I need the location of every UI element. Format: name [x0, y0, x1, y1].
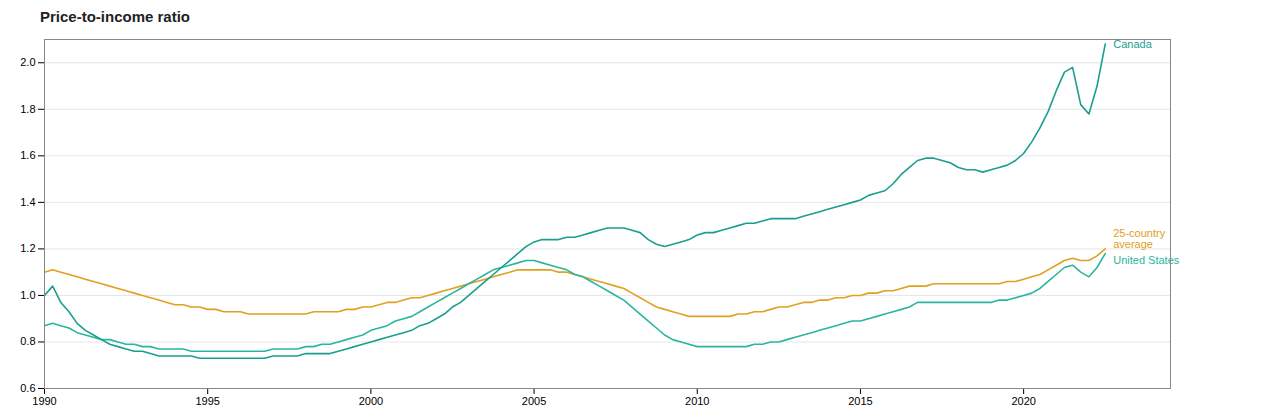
svg-text:1.0: 1.0 [20, 289, 35, 301]
html-text:Price-to-income ratio: Price-to-income ratio [40, 8, 190, 25]
svg-text:1.8: 1.8 [20, 103, 35, 115]
svg-text:2010: 2010 [685, 395, 709, 407]
svg-text:1.6: 1.6 [20, 149, 35, 161]
svg-text:United States: United States [1113, 254, 1180, 266]
svg-text:0.6: 0.6 [20, 382, 35, 394]
svg-text:2000: 2000 [359, 395, 383, 407]
svg-text:2020: 2020 [1011, 395, 1035, 407]
svg-text:25-countryaverage: 25-countryaverage [1113, 227, 1165, 250]
svg-text:2005: 2005 [522, 395, 546, 407]
svg-text:1.2: 1.2 [20, 242, 35, 254]
svg-text:2.0: 2.0 [20, 56, 35, 68]
svg-text:0.8: 0.8 [20, 335, 35, 347]
svg-text:1990: 1990 [32, 395, 56, 407]
svg-text:Canada: Canada [1113, 37, 1152, 50]
svg-text:1.4: 1.4 [20, 196, 35, 208]
svg-text:1995: 1995 [195, 395, 219, 407]
svg-text:2015: 2015 [848, 395, 872, 407]
